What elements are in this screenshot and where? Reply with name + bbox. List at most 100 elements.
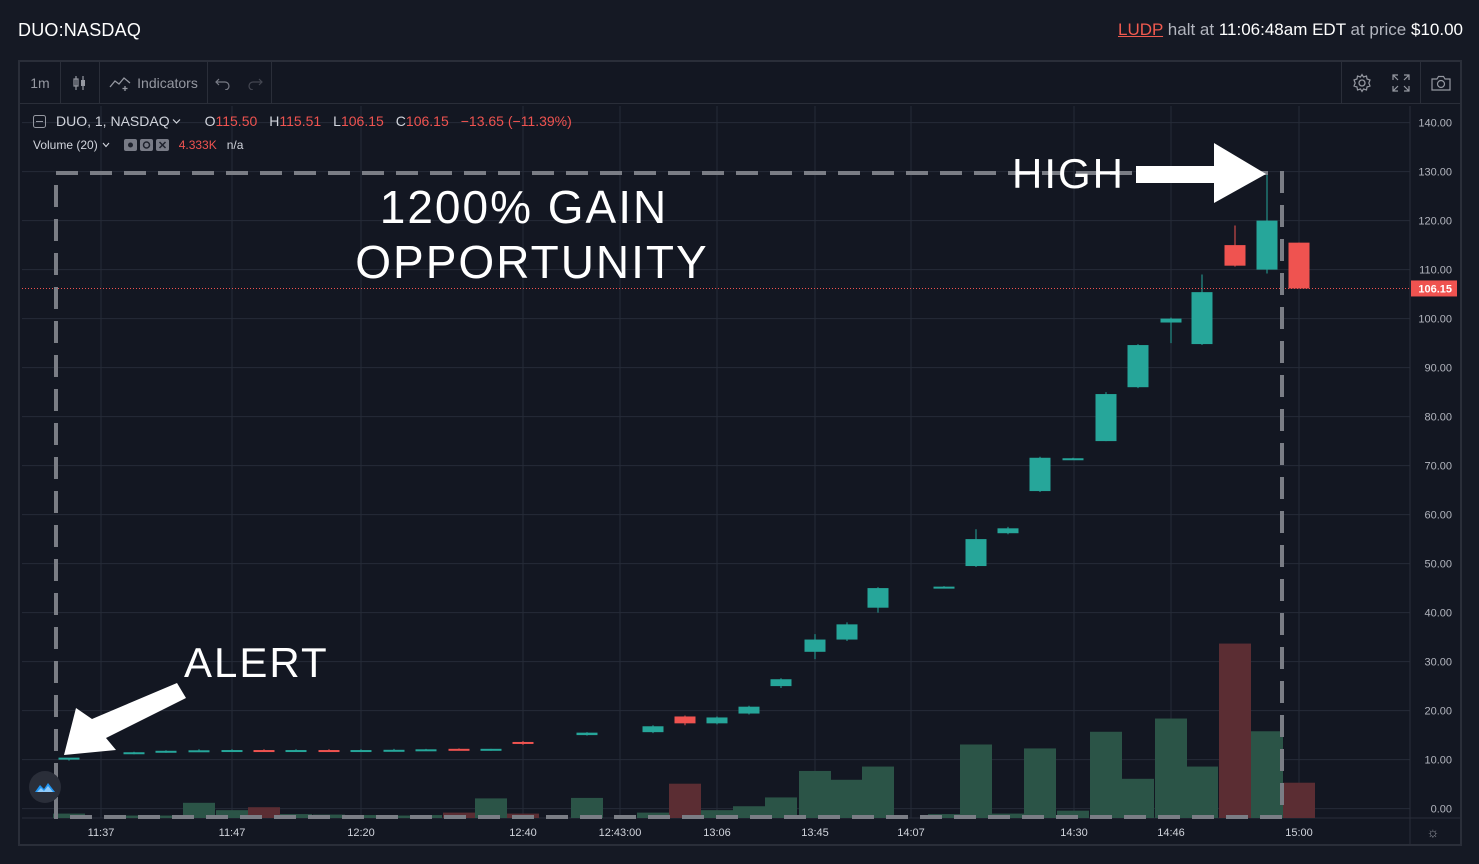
ohlc-legend: DUO, 1, NASDAQ O 115.50 H 115.51 L 106.1… — [33, 113, 572, 129]
candle — [1029, 456, 1051, 493]
grid — [22, 106, 1460, 844]
candle — [1191, 274, 1213, 346]
axis-settings-icon: ☼ — [1427, 824, 1440, 840]
chart-type-button[interactable] — [61, 62, 100, 103]
gear-icon[interactable] — [139, 139, 153, 151]
halt-banner: LUDP halt at 11:06:48am EDT at price $10… — [1118, 20, 1463, 40]
volume-ma-value: n/a — [226, 138, 244, 152]
candle-body — [253, 750, 275, 753]
candle-body — [512, 741, 534, 744]
halt-price: $10.00 — [1411, 20, 1463, 39]
legend-symbol[interactable]: DUO, 1, NASDAQ — [56, 113, 170, 129]
interval-button[interactable]: 1m — [20, 62, 61, 103]
halt-text-2: at price — [1350, 20, 1407, 39]
candle-body — [1256, 220, 1278, 270]
volume-bar — [862, 766, 894, 818]
volume-bar — [475, 798, 507, 818]
change-value: −13.65 (−11.39%) — [460, 113, 572, 129]
symbol-title: DUO:NASDAQ — [18, 20, 142, 40]
indicators-label: Indicators — [137, 74, 198, 91]
candle-body — [318, 750, 340, 753]
candle — [770, 678, 792, 689]
volume-bar — [53, 813, 85, 818]
volume-value: 4.333K — [178, 138, 217, 152]
candle — [867, 587, 889, 613]
candle — [706, 716, 728, 725]
price-tick-label: 110.00 — [1419, 265, 1452, 277]
price-tick-label: 10.00 — [1424, 755, 1452, 767]
price-tick-label: 80.00 — [1424, 412, 1452, 424]
camera-icon — [1430, 75, 1451, 91]
close-icon[interactable] — [155, 139, 169, 151]
gain-title-line1: 1200% GAIN — [380, 181, 668, 233]
redo-button[interactable] — [238, 62, 272, 103]
candle — [804, 634, 826, 660]
volume-bar — [150, 815, 182, 818]
fullscreen-button[interactable] — [1381, 62, 1421, 103]
candle-body — [933, 586, 955, 589]
chevron-down-icon[interactable] — [172, 118, 181, 125]
volume-label[interactable]: Volume (20) — [33, 138, 98, 152]
volume-bar — [960, 744, 992, 818]
high-label: HIGH — [1012, 150, 1125, 197]
volume-bar — [765, 797, 797, 818]
volume-bar — [1283, 782, 1315, 818]
gain-title-line2: OPPORTUNITY — [355, 236, 708, 288]
candle — [155, 750, 177, 753]
tradingview-logo[interactable] — [29, 771, 61, 803]
candle — [318, 749, 340, 753]
candle — [285, 749, 307, 753]
annotations: 1200% GAIN OPPORTUNITY HIGH ALERT — [54, 143, 1284, 819]
time-tick-label: 11:37 — [88, 827, 115, 839]
candle — [933, 586, 955, 589]
high-arrow — [1136, 143, 1266, 203]
volume-bars — [53, 643, 1315, 818]
halt-symbol-link[interactable]: LUDP — [1118, 20, 1164, 39]
alert-arrow — [64, 683, 186, 755]
candle — [642, 725, 664, 734]
volume-bar — [799, 770, 831, 818]
undo-button[interactable] — [208, 62, 238, 103]
settings-button[interactable] — [1341, 62, 1381, 103]
last-price-tag — [1411, 280, 1457, 297]
low-value: 106.15 — [340, 113, 384, 129]
volume-legend: Volume (20) 4.333K n/a — [33, 138, 243, 152]
price-tick-label: 70.00 — [1424, 461, 1452, 473]
price-tick-label: 90.00 — [1424, 363, 1452, 375]
chevron-down-icon[interactable] — [102, 142, 110, 148]
candle-body — [576, 732, 598, 736]
time-tick-label: 14:07 — [897, 827, 925, 839]
open-label: O — [204, 113, 216, 129]
candle-body — [1095, 394, 1117, 442]
volume-bar — [118, 815, 150, 818]
candle-body — [221, 750, 243, 753]
candle — [965, 529, 987, 568]
candle — [576, 732, 598, 736]
screenshot-button[interactable] — [1421, 62, 1460, 103]
indicators-icon — [109, 76, 131, 91]
collapse-icon[interactable] — [33, 114, 46, 128]
time-tick-label: 14:46 — [1157, 827, 1185, 839]
candle — [997, 526, 1019, 535]
gain-box — [54, 171, 1284, 819]
candle — [383, 748, 405, 752]
volume-bar — [248, 807, 280, 818]
interval-label: 1m — [30, 74, 50, 91]
candle-body — [997, 528, 1019, 534]
candle — [1127, 344, 1149, 389]
redo-icon — [247, 78, 263, 90]
volume-bar — [1057, 810, 1089, 818]
candle-body — [123, 752, 145, 755]
price-tick-label: 30.00 — [1424, 657, 1452, 669]
candle-body — [706, 717, 728, 724]
candle-body — [738, 706, 760, 714]
volume-bar — [831, 779, 863, 818]
close-label: C — [395, 113, 406, 129]
close-value: 106.15 — [405, 113, 449, 129]
indicators-button[interactable]: Indicators — [100, 62, 208, 103]
last-price-label: 106.15 — [1418, 283, 1452, 295]
candle — [415, 748, 437, 752]
eye-icon[interactable] — [123, 139, 137, 151]
volume-bar — [701, 810, 733, 818]
